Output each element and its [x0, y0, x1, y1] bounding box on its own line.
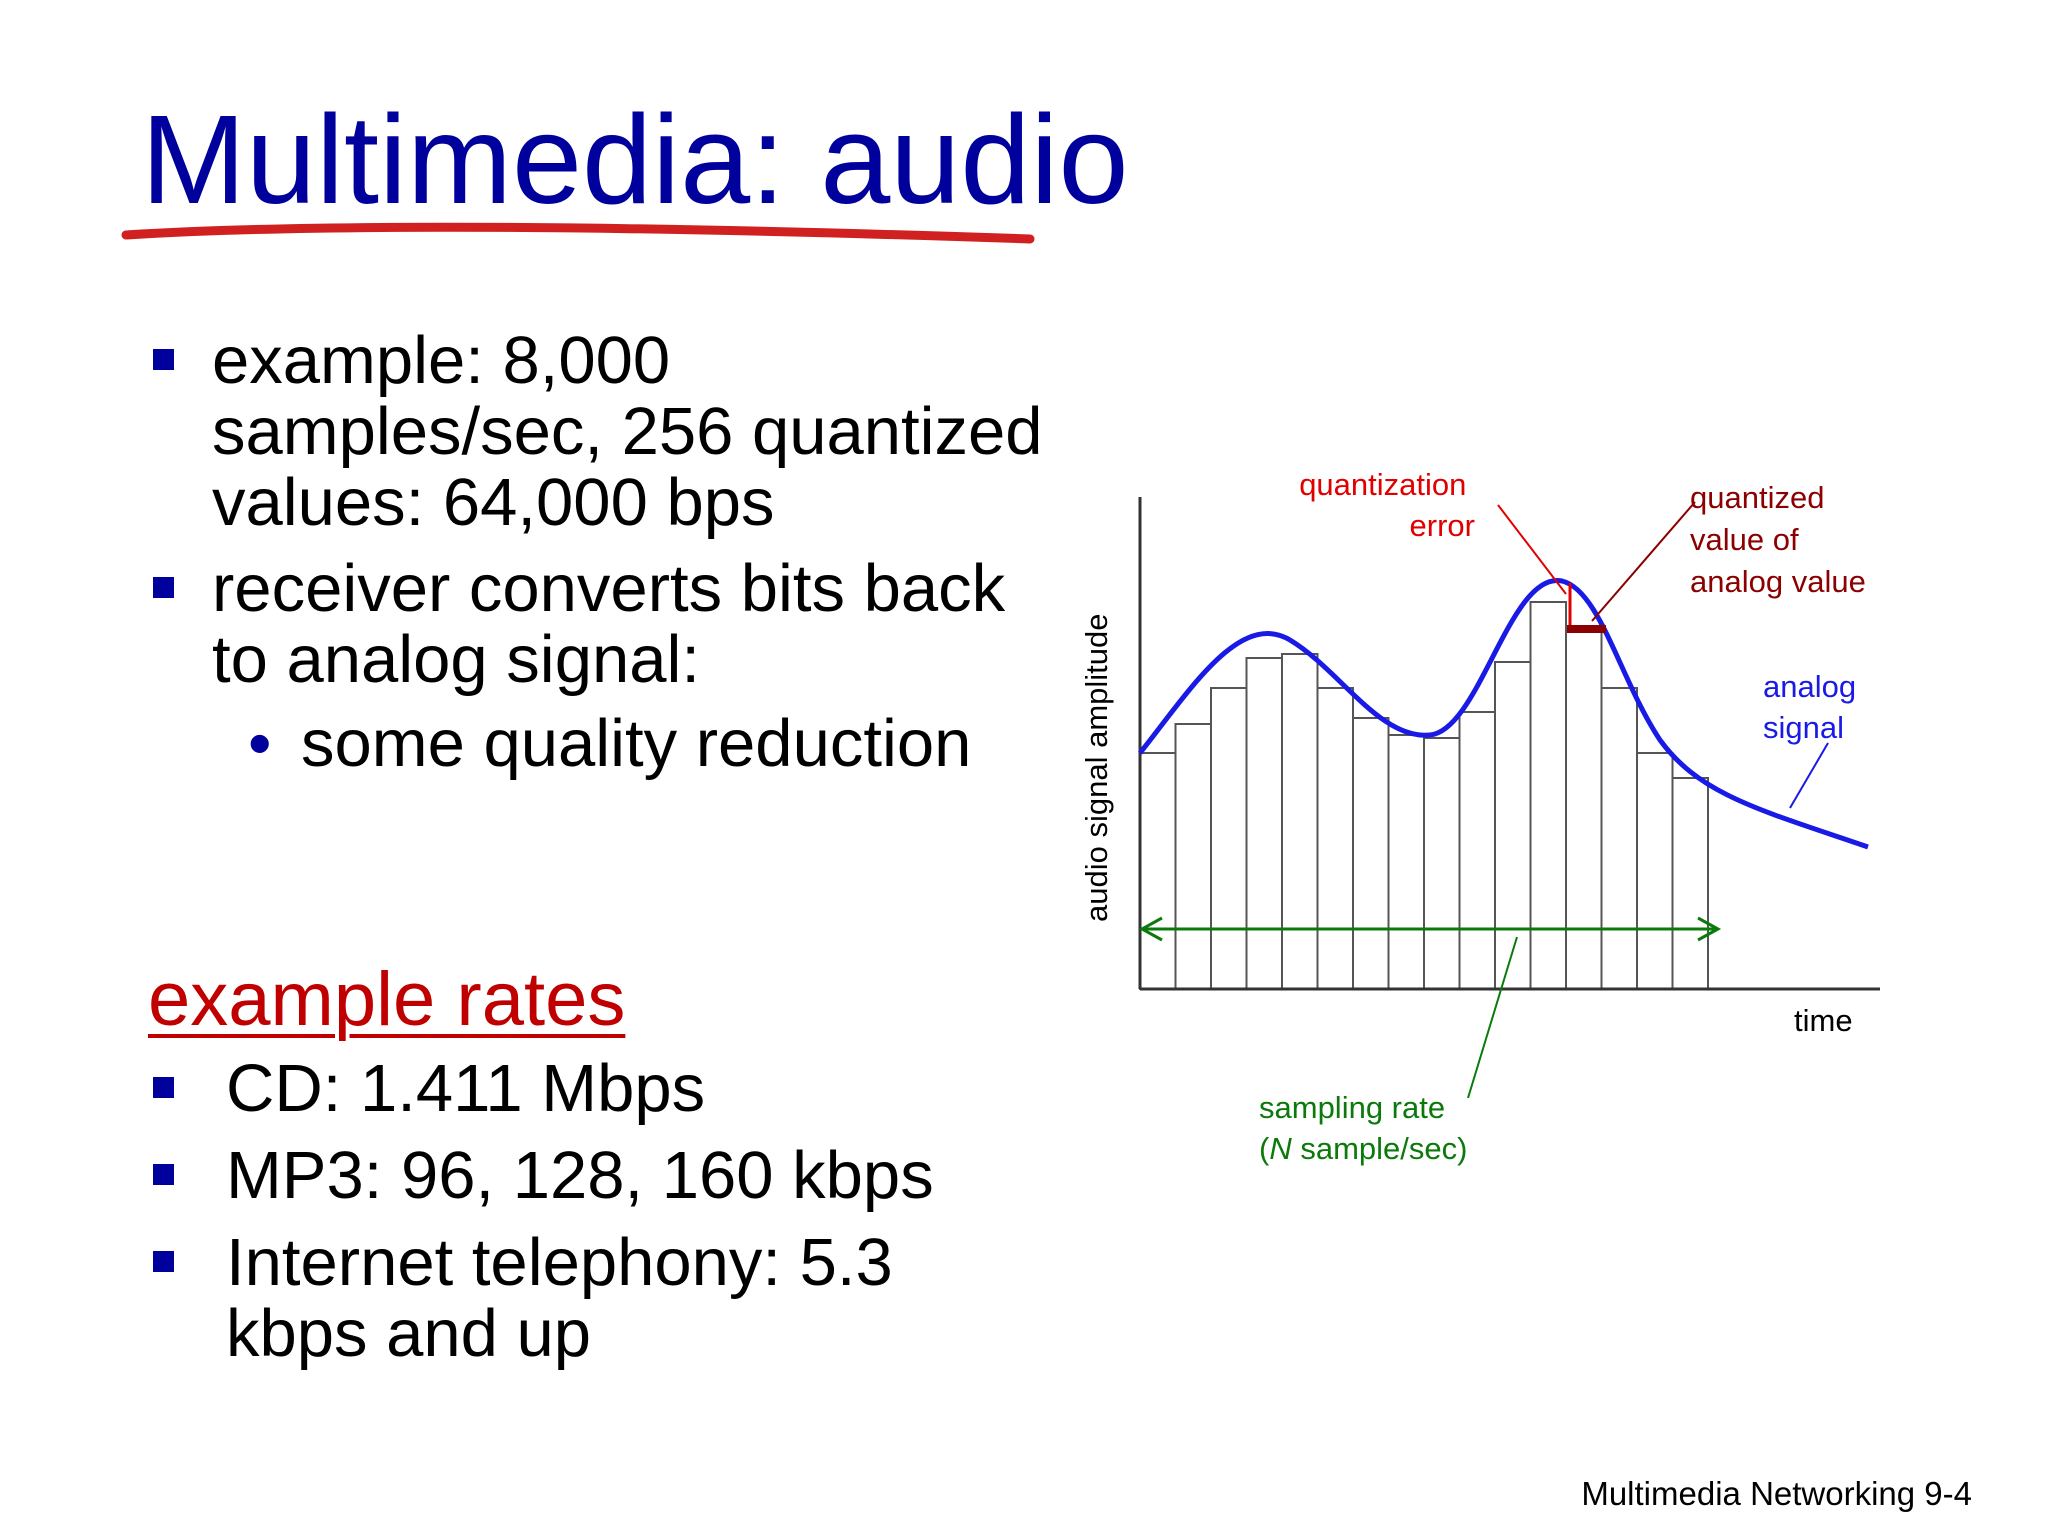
quantized-value-line: value of [1690, 522, 1799, 557]
slide-title: Multimedia: audio [141, 89, 1129, 230]
sample-bar [1387, 734, 1425, 990]
bullet-square-icon [153, 1164, 174, 1185]
analog-signal-line: signal [1763, 710, 1844, 745]
sub-bullet-item: • some quality reduction [148, 708, 1048, 779]
sample-bar [1529, 601, 1567, 990]
bullet-list: example: 8,000 samples/sec, 256 quantize… [148, 325, 1048, 779]
sample-bar [1458, 711, 1496, 990]
quantized-value-line: analog value [1690, 564, 1866, 599]
arrow-right-icon [1697, 916, 1722, 942]
rate-text: MP3: 96, 128, 160 kbps [226, 1138, 934, 1213]
sample-bar [1423, 737, 1461, 990]
sample-bar [1316, 687, 1354, 990]
sub-bullet-text: some quality reduction [301, 706, 972, 781]
rate-text: CD: 1.411 Mbps [226, 1051, 706, 1126]
sample-bar [1636, 752, 1674, 990]
quantization-error-line: error [1410, 508, 1475, 543]
analog-signal-curve [1138, 578, 1869, 850]
sampling-rate-fragment: sample/sec) [1292, 1131, 1468, 1166]
quantization-error-line: quantization [1299, 467, 1466, 502]
sample-bar [1281, 653, 1319, 990]
quantized-value-label: quantized value of analog value [1690, 480, 1866, 599]
sample-bar [1565, 628, 1603, 990]
sample-bar [1352, 717, 1390, 990]
sampling-rate-variable: N [1269, 1131, 1292, 1166]
quantized-value-leader [1591, 501, 1696, 622]
bullet-square-icon [153, 1077, 174, 1098]
sample-bar [1139, 752, 1177, 990]
slide-footer: Multimedia Networking 9-4 [1581, 1475, 1972, 1512]
sample-bar [1174, 723, 1212, 990]
sampling-rate-leader [1467, 936, 1518, 1099]
sample-bar [1245, 657, 1283, 990]
analog-signal-line: analog [1763, 669, 1856, 704]
sampling-rate-line: sampling rate [1259, 1090, 1445, 1125]
sample-bar [1210, 687, 1248, 990]
rates-list: CD: 1.411 Mbps MP3: 96, 128, 160 kbps In… [148, 1053, 1048, 1385]
sample-bars [1139, 601, 1709, 990]
rate-item: CD: 1.411 Mbps [148, 1053, 1048, 1124]
analog-signal-label: analog signal [1763, 669, 1865, 745]
y-axis-label: audio signal amplitude [1079, 614, 1114, 923]
rate-item: MP3: 96, 128, 160 kbps [148, 1140, 1048, 1211]
rate-item: Internet telephony: 5.3 kbps and up [148, 1227, 1048, 1369]
quantization-error-leader [1497, 504, 1567, 595]
sampling-rate-fragment: ( [1259, 1131, 1270, 1166]
quantization-error-label: quantization error [1299, 467, 1475, 543]
sampling-rate-line: (N sample/sec) [1259, 1131, 1467, 1166]
rates-heading: example rates [148, 957, 626, 1042]
x-axis-label: time [1794, 1003, 1853, 1038]
bullet-text: example: 8,000 samples/sec, 256 quantize… [212, 323, 1043, 540]
sample-bar [1671, 777, 1709, 990]
bullet-square-icon [153, 1251, 174, 1272]
sample-bar [1494, 661, 1532, 990]
bullet-item: receiver converts bits back to analog si… [148, 553, 1048, 695]
bullet-square-icon [153, 349, 174, 370]
title-underline [121, 222, 1035, 244]
sampling-rate-label: sampling rate (N sample/sec) [1259, 1090, 1467, 1166]
bullet-text: receiver converts bits back to analog si… [212, 551, 1006, 697]
quantized-value-line: quantized [1690, 480, 1824, 515]
bullet-dot-icon: • [248, 706, 272, 781]
bullet-square-icon [153, 577, 174, 598]
rate-text: Internet telephony: 5.3 kbps and up [226, 1225, 893, 1371]
bullet-item: example: 8,000 samples/sec, 256 quantize… [148, 325, 1048, 538]
sample-bar [1600, 687, 1638, 990]
analog-signal-leader [1789, 742, 1829, 809]
arrow-left-icon [1138, 916, 1163, 942]
